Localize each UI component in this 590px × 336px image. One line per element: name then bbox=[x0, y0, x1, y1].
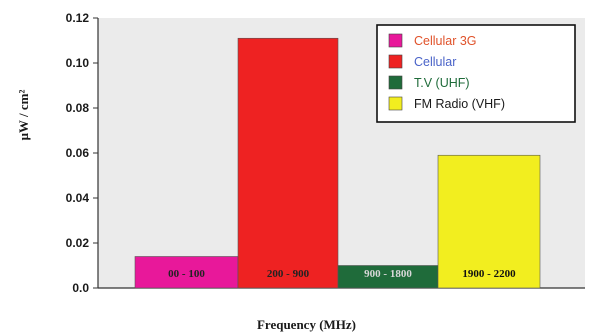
legend-label: FM Radio (VHF) bbox=[414, 97, 505, 111]
y-tick-label: 0.08 bbox=[66, 101, 90, 115]
bar-2 bbox=[237, 37, 339, 289]
bar-category-label: 00 - 100 bbox=[168, 268, 205, 280]
legend-label: Cellular 3G bbox=[414, 34, 477, 48]
bar-category-label: 900 - 1800 bbox=[364, 268, 412, 280]
y-tick-label: 0.10 bbox=[66, 56, 90, 70]
legend-swatch bbox=[388, 33, 403, 48]
y-tick-label: 0.06 bbox=[66, 146, 90, 160]
y-axis-title: μW / cm² bbox=[16, 90, 31, 141]
legend: Cellular 3G Cellular T.V (UHF) FM Radio (VH… bbox=[376, 24, 576, 123]
bars bbox=[134, 37, 541, 289]
y-tick-label: 0.02 bbox=[66, 236, 90, 250]
bar-1 bbox=[134, 256, 239, 289]
legend-swatch bbox=[388, 96, 403, 111]
x-axis-title: Frequency (MHz) bbox=[257, 317, 356, 332]
bar-category-label: 200 - 900 bbox=[267, 268, 310, 280]
legend-swatch bbox=[388, 75, 403, 90]
legend-swatch bbox=[388, 54, 403, 69]
y-tick-label: 0.12 bbox=[66, 11, 90, 25]
y-tick-label: 0.0 bbox=[72, 281, 89, 295]
y-axis: 0.0 0.02 0.04 0.06 0.08 0.10 0.12 bbox=[66, 11, 98, 295]
bar-labels: 00 - 100 200 - 900 900 - 1800 1900 - 2200 bbox=[168, 268, 516, 280]
y-tick-label: 0.04 bbox=[66, 191, 90, 205]
legend-label: T.V (UHF) bbox=[414, 76, 470, 90]
bar-4 bbox=[437, 154, 541, 289]
bar-category-label: 1900 - 2200 bbox=[462, 268, 516, 280]
legend-label: Cellular bbox=[414, 55, 456, 69]
legend-box bbox=[376, 24, 576, 123]
